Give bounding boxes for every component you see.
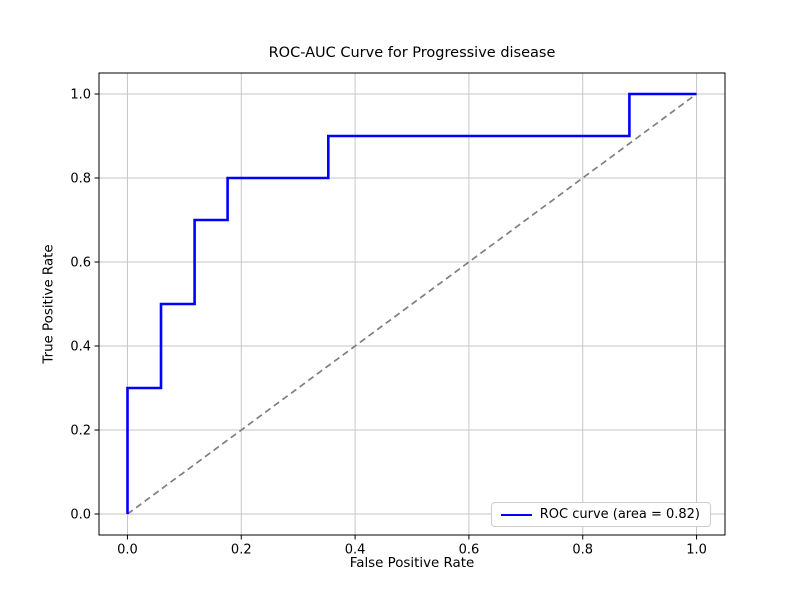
x-tick-label: 0.6 [459, 543, 480, 558]
x-tick-label: 0.8 [572, 543, 593, 558]
y-axis-label: True Positive Rate [41, 244, 57, 364]
y-tick-label: 0.8 [70, 172, 91, 187]
chance-diagonal-line [126, 93, 698, 515]
y-tick-label: 1.0 [70, 88, 91, 103]
y-tick-label: 0.2 [70, 424, 91, 439]
y-tick-label: 0.6 [70, 256, 91, 271]
legend-label: ROC curve (area = 0.82) [539, 507, 700, 522]
x-tick-label: 1.0 [686, 543, 707, 558]
legend: ROC curve (area = 0.82) [490, 502, 711, 527]
x-tick-label: 0.4 [345, 543, 366, 558]
x-tick-label: 0.0 [117, 543, 138, 558]
chart-title: ROC-AUC Curve for Progressive disease [268, 45, 556, 61]
roc-curve-line [126, 92, 697, 514]
y-tick-label: 0.0 [70, 508, 91, 523]
x-axis-label: False Positive Rate [349, 556, 475, 571]
legend-roc-line-sample [500, 513, 532, 516]
y-tick-label: 0.4 [70, 340, 91, 355]
x-tick-label: 0.2 [231, 543, 252, 558]
plot-border [98, 72, 726, 536]
